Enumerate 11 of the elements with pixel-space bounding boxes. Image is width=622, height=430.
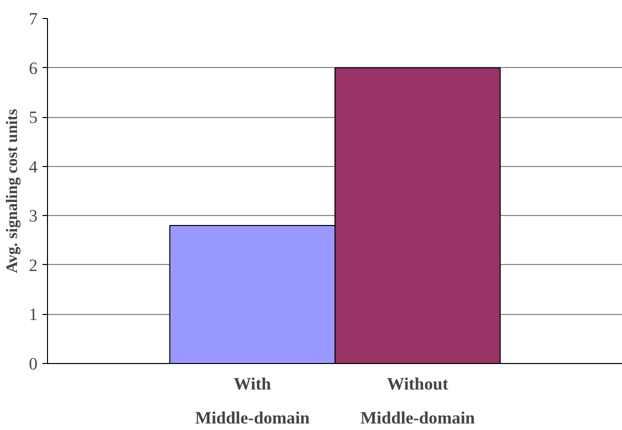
y-tick-label: 6 [28,58,38,78]
y-tick-label: 0 [28,354,38,374]
y-tick-label: 1 [28,305,38,324]
y-tick-label: 4 [28,157,38,176]
y-tick-label: 3 [28,206,38,226]
y-axis-title: Avg. signaling cost units [4,108,21,274]
x-tick-label: Without Middle-domain [360,374,476,428]
y-tick-label: 2 [28,256,38,275]
y-tick-label: 7 [28,10,38,28]
y-tick-label: 5 [28,108,38,128]
x-tick-label: With Middle-domain [195,374,310,428]
